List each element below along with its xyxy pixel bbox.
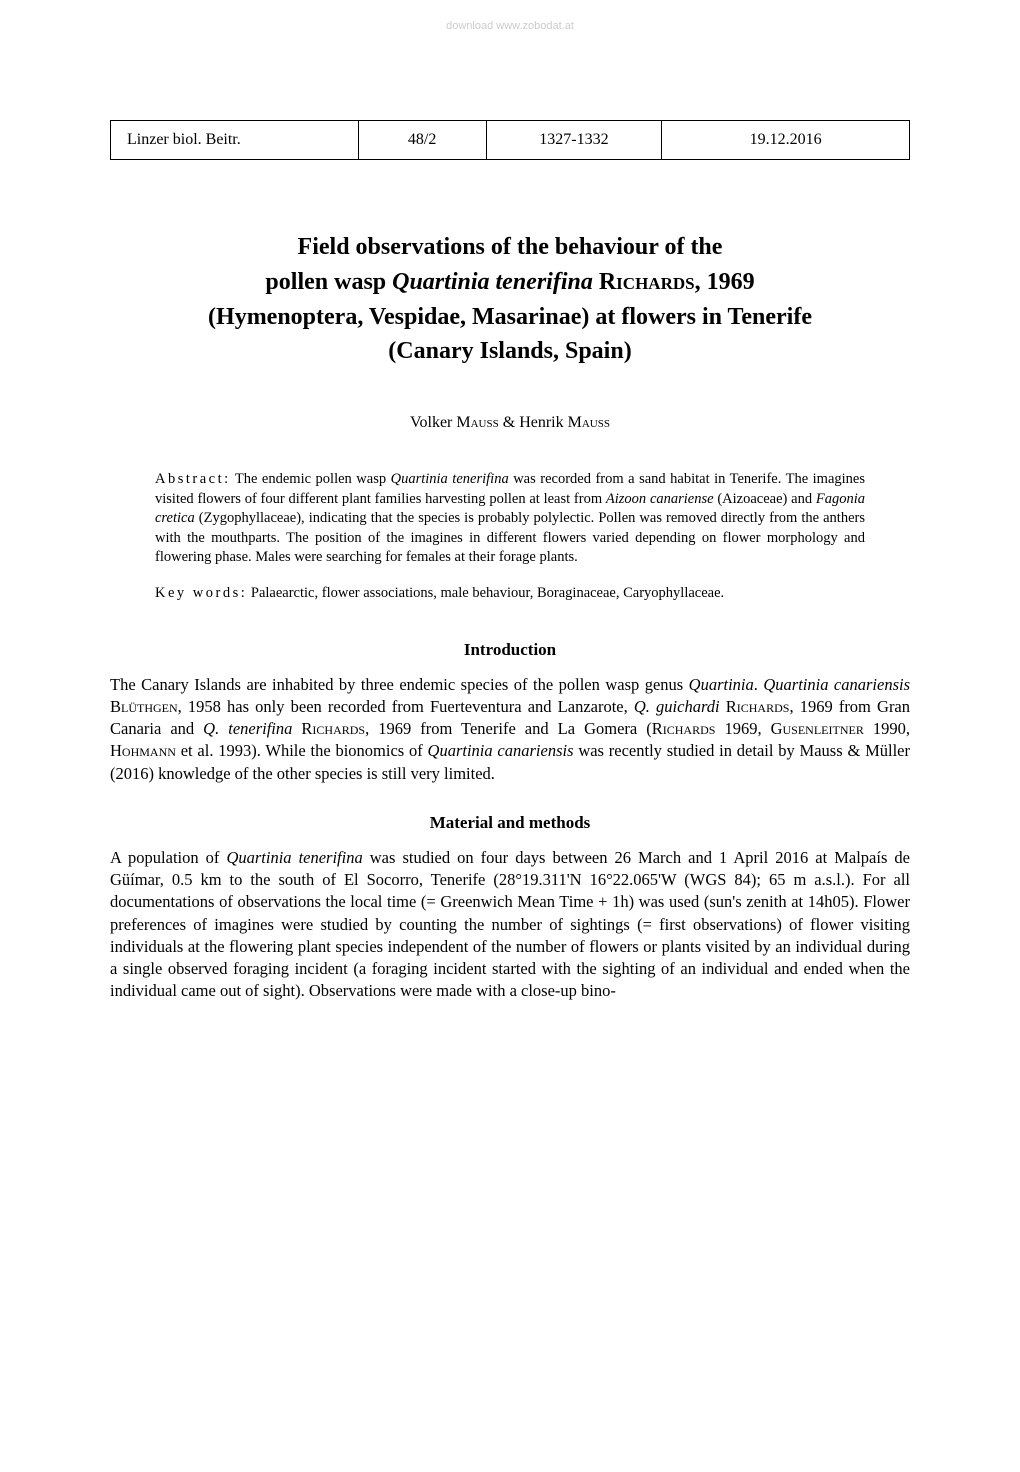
intro-yr-1: , 1958 has only been recorded from Fuert…	[178, 697, 634, 716]
author-2-first: Henrik	[519, 414, 567, 431]
intro-ref-2b: 1990,	[864, 719, 910, 738]
authors-line: Volker Mauss & Henrik Mauss	[110, 414, 910, 432]
intro-text-1: The Canary Islands are inhabited by thre…	[110, 675, 689, 694]
author-2-last: Mauss	[568, 414, 610, 431]
abstract-species-2: Aizoon canariense	[606, 491, 714, 507]
abstract-text-1: The endemic pollen wasp	[231, 471, 391, 487]
abstract-text-3: (Aizoaceae) and	[714, 491, 816, 507]
volume-cell: 48/2	[358, 121, 486, 160]
intro-ref-3b: et al. 1993). While the bionomics of	[176, 741, 428, 760]
methods-heading: Material and methods	[110, 813, 910, 833]
title-line-1: Field observations of the behaviour of t…	[298, 234, 723, 260]
intro-ref-3: Hohmann	[110, 741, 176, 760]
title-line-4: (Canary Islands, Spain)	[388, 338, 631, 364]
title-line-3: (Hymenoptera, Vespidae, Masarinae) at fl…	[208, 304, 812, 330]
author-1-first: Volker	[410, 414, 456, 431]
introduction-heading: Introduction	[110, 640, 910, 660]
intro-yr-3: , 1969 from Tenerife and La Gomera (	[365, 719, 652, 738]
keywords-paragraph: Key words: Palaearctic, flower associati…	[155, 584, 865, 604]
intro-auth-1: Blüthgen	[110, 697, 178, 716]
intro-sep: .	[754, 675, 764, 694]
abstract-label: Abstract:	[155, 471, 231, 487]
author-1-last: Mauss	[456, 414, 498, 431]
journal-name-cell: Linzer biol. Beitr.	[111, 121, 359, 160]
methods-species: Quartinia tenerifina	[226, 848, 362, 867]
intro-genus: Quartinia	[689, 675, 754, 694]
abstract-species-1: Quartinia tenerifina	[391, 471, 509, 487]
journal-header-table: Linzer biol. Beitr. 48/2 1327-1332 19.12…	[110, 120, 910, 160]
intro-ref-2: Gusenleitner	[771, 719, 864, 738]
methods-paragraph: A population of Quartinia tenerifina was…	[110, 847, 910, 1003]
page-title: Field observations of the behaviour of t…	[110, 230, 910, 369]
keywords-label: Key words:	[155, 585, 247, 601]
abstract-text-4: (Zygophyllaceae), indicating that the sp…	[155, 510, 865, 565]
intro-auth-2: Richards	[720, 697, 790, 716]
intro-auth-3: Richards	[292, 719, 365, 738]
intro-species-2: Q. guichardi	[634, 697, 720, 716]
date-cell: 19.12.2016	[662, 121, 910, 160]
title-species: Quartinia tenerifina	[392, 269, 593, 295]
intro-ref-1: Richards	[652, 719, 716, 738]
title-line-2-pre: pollen wasp	[265, 269, 392, 295]
intro-ref-1b: 1969,	[715, 719, 770, 738]
keywords-text: Palaearctic, flower associations, male b…	[247, 585, 724, 601]
abstract-paragraph: Abstract: The endemic pollen wasp Quarti…	[155, 470, 865, 568]
intro-species-3: Q. tenerifina	[203, 719, 292, 738]
table-row: Linzer biol. Beitr. 48/2 1327-1332 19.12…	[111, 121, 910, 160]
methods-text-2: was studied on four days between 26 Marc…	[110, 848, 910, 1001]
title-year: , 1969	[695, 269, 755, 295]
watermark-text: download www.zobodat.at	[0, 20, 1020, 32]
title-author: Richards	[593, 269, 695, 295]
introduction-paragraph: The Canary Islands are inhabited by thre…	[110, 674, 910, 785]
author-sep: &	[499, 414, 519, 431]
intro-species-4: Quartinia canariensis	[428, 741, 574, 760]
methods-text-1: A population of	[110, 848, 226, 867]
pages-cell: 1327-1332	[486, 121, 662, 160]
intro-species-1: Quartinia canariensis	[763, 675, 910, 694]
